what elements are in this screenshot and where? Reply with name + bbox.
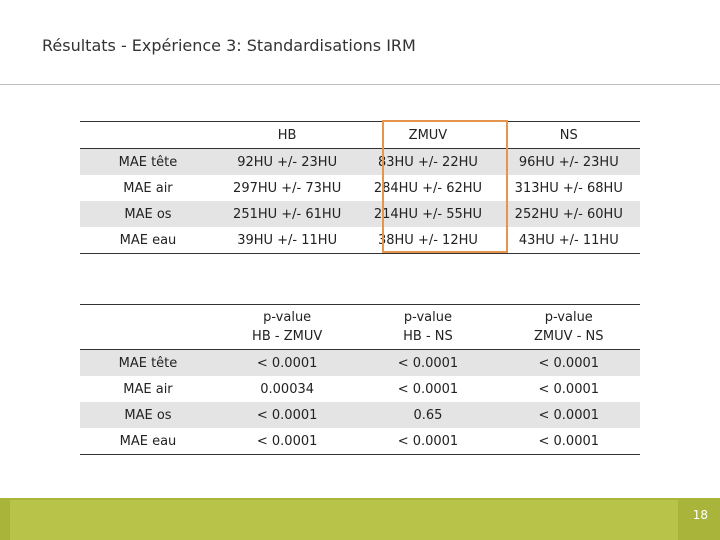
header-line: p-value [544, 310, 593, 325]
table-row: MAE os 251HU +/- 61HU 214HU +/- 55HU 252… [80, 201, 640, 227]
table-cell: 38HU +/- 12HU [358, 227, 498, 254]
table-row: MAE tête 92HU +/- 23HU 83HU +/- 22HU 96H… [80, 148, 640, 175]
table-cell: < 0.0001 [497, 349, 640, 376]
table-cell: < 0.0001 [497, 428, 640, 455]
row-label: MAE eau [80, 428, 216, 455]
mae-table: HB ZMUV NS MAE tête 92HU +/- 23HU 83HU +… [80, 121, 640, 254]
footer-bar: 18 [0, 498, 720, 540]
table-row: MAE os < 0.0001 0.65 < 0.0001 [80, 402, 640, 428]
title-divider [0, 84, 720, 85]
table-row: MAE air 0.00034 < 0.0001 < 0.0001 [80, 376, 640, 402]
table-cell: 251HU +/- 61HU [215, 201, 359, 227]
row-label: MAE os [80, 402, 216, 428]
table-cell: 0.65 [358, 402, 498, 428]
table-cell: 43HU +/- 11HU [497, 227, 640, 254]
table-cell: < 0.0001 [538, 381, 600, 397]
page-number: 18 [692, 508, 708, 522]
table-cell: < 0.0001 [497, 402, 640, 428]
mae-header-ns: NS [497, 121, 640, 149]
table-cell: < 0.0001 [215, 402, 359, 428]
table-cell: < 0.0001 [358, 349, 498, 376]
table-row: MAE eau 39HU +/- 11HU 38HU +/- 12HU 43HU… [80, 227, 640, 254]
header-line: p-value [403, 310, 452, 325]
row-label: MAE tête [80, 148, 216, 175]
mae-header-zmuv: ZMUV [358, 121, 498, 149]
table-cell: < 0.0001 [358, 428, 498, 455]
table-cell: 83HU +/- 22HU [358, 148, 498, 175]
pvalue-header-hb-ns: p-value HB - NS [358, 304, 498, 350]
row-label: MAE os [80, 201, 216, 227]
table-cell: < 0.0001 [397, 381, 459, 397]
header-line: ZMUV - NS [534, 329, 604, 344]
zmuv-highlight-box [382, 120, 508, 253]
row-label: MAE air [123, 180, 173, 196]
table-cell: 214HU +/- 55HU [358, 201, 498, 227]
header-line: HB - ZMUV [252, 329, 323, 344]
table-cell: 313HU +/- 68HU [514, 180, 623, 196]
row-label: MAE tête [80, 349, 216, 376]
pvalue-header-corner [80, 304, 216, 350]
slide-title: Résultats - Expérience 3: Standardisatio… [42, 36, 416, 55]
table-cell: 252HU +/- 60HU [497, 201, 640, 227]
pvalue-header-hb-zmuv: p-value HB - ZMUV [215, 304, 359, 350]
mae-header-hb: HB [215, 121, 359, 149]
table-row: MAE air 297HU +/- 73HU 284HU +/- 62HU 31… [80, 175, 640, 201]
header-line: HB - NS [403, 329, 453, 344]
row-label: MAE eau [80, 227, 216, 254]
table-row: MAE tête < 0.0001 < 0.0001 < 0.0001 [80, 349, 640, 376]
table-cell: 0.00034 [260, 381, 315, 397]
table-cell: 96HU +/- 23HU [497, 148, 640, 175]
table-cell: 92HU +/- 23HU [215, 148, 359, 175]
mae-header-corner [80, 121, 216, 149]
pvalue-table: p-value HB - ZMUV p-value HB - NS p-valu… [80, 304, 640, 455]
table-cell: < 0.0001 [215, 349, 359, 376]
footer-panel [10, 500, 678, 540]
row-label: MAE air [123, 381, 173, 397]
table-cell: 39HU +/- 11HU [215, 227, 359, 254]
header-line: p-value [263, 310, 312, 325]
table-cell: 297HU +/- 73HU [233, 180, 342, 196]
table-row: MAE eau < 0.0001 < 0.0001 < 0.0001 [80, 428, 640, 455]
table-cell: < 0.0001 [215, 428, 359, 455]
pvalue-header-zmuv-ns: p-value ZMUV - NS [497, 304, 640, 350]
table-cell: 284HU +/- 62HU [373, 180, 483, 196]
